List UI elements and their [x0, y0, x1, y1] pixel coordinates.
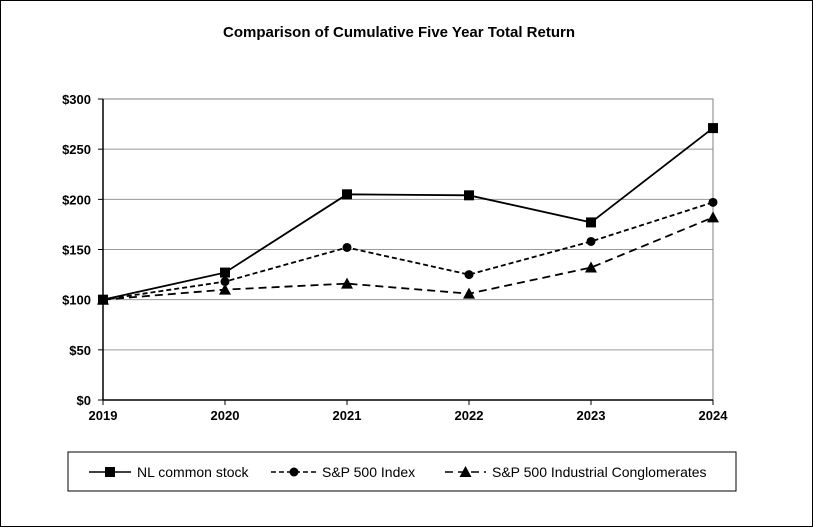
- data-point: [708, 123, 718, 134]
- legend: NL common stock S&P 500 Index S&P 500 Indu…: [67, 451, 737, 492]
- data-point: [585, 261, 597, 273]
- x-tick-labels: 2019 2020 2021 2022 2023 2024: [89, 408, 729, 423]
- data-point: [463, 287, 475, 299]
- data-point: [464, 270, 474, 280]
- data-point: [586, 236, 596, 246]
- legend-item: S&P 500 Industrial Conglomerates: [445, 464, 707, 480]
- y-tick-label: $200: [62, 192, 91, 207]
- y-tick-label: $250: [62, 142, 91, 157]
- data-point: [342, 189, 352, 200]
- data-point: [97, 293, 109, 305]
- series-square: [98, 123, 718, 305]
- y-tick-label: $150: [62, 243, 91, 258]
- y-tick-label: $50: [69, 343, 91, 358]
- legend-label: NL common stock: [137, 464, 250, 480]
- legend-label: S&P 500 Industrial Conglomerates: [492, 464, 707, 480]
- data-point: [464, 190, 474, 201]
- y-tick-label: $300: [62, 92, 91, 107]
- x-tick-label: 2020: [211, 408, 240, 423]
- legend-marker: [459, 466, 472, 477]
- legend-item: NL common stock: [89, 464, 250, 480]
- x-tick-label: 2023: [577, 408, 606, 423]
- data-point: [219, 283, 231, 295]
- data-point: [341, 277, 353, 289]
- series-triangle: [97, 211, 719, 305]
- y-tick-label: $100: [62, 293, 91, 308]
- legend-label: S&P 500 Index: [322, 464, 415, 480]
- data-point: [342, 242, 352, 252]
- data-point: [707, 211, 719, 223]
- x-tick-label: 2021: [333, 408, 362, 423]
- series-layer: [97, 123, 719, 305]
- data-point: [220, 277, 230, 287]
- y-tick-label: $0: [77, 393, 91, 408]
- grid-layer: [98, 98, 714, 405]
- data-point: [220, 267, 230, 278]
- series-line: [102, 201, 714, 301]
- legend-marker: [105, 467, 115, 477]
- x-tick-label: 2022: [455, 408, 484, 423]
- legend-marker: [289, 467, 299, 477]
- series-line: [102, 127, 714, 301]
- y-tick-labels: $0 $50 $100 $150 $200 $250 $300: [62, 92, 91, 408]
- chart-title: Comparison of Cumulative Five Year Total…: [223, 24, 575, 41]
- data-point: [586, 217, 596, 228]
- data-point: [708, 197, 718, 207]
- legend-item: S&P 500 Index: [271, 464, 415, 480]
- x-tick-label: 2024: [699, 408, 729, 423]
- x-tick-label: 2019: [89, 408, 118, 423]
- legend-box: [67, 451, 737, 492]
- series-line: [102, 216, 714, 301]
